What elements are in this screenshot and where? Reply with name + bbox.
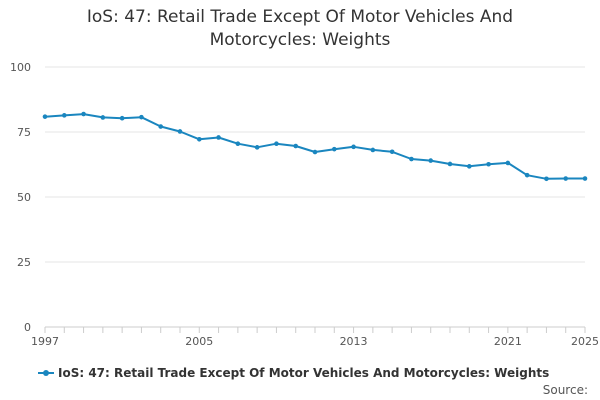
axes: 0 25 50 75 100 1997 2005 2013 2021 2025: [10, 61, 599, 348]
data-point: [81, 111, 86, 117]
data-point: [389, 149, 395, 155]
data-point: [216, 135, 221, 140]
data-point: [563, 176, 569, 181]
data-point: [254, 145, 260, 150]
data-point: [544, 176, 549, 182]
data-point: [235, 141, 241, 146]
data-point: [100, 115, 106, 120]
data-point: [486, 161, 491, 167]
data-point: [409, 156, 414, 162]
data-point: [351, 144, 356, 150]
data-point: [466, 164, 472, 169]
data-point: [274, 141, 279, 146]
source-label: Source:: [542, 383, 588, 397]
series: [42, 111, 588, 182]
data-point: [312, 149, 318, 155]
data-point: [42, 114, 48, 119]
y-tick-label: 0: [24, 321, 31, 334]
legend-marker-icon: [38, 370, 54, 376]
chart-title: IoS: 47: Retail Trade Except Of Motor Ve…: [0, 6, 600, 52]
x-tick-label: 1997: [31, 335, 59, 348]
data-point: [61, 113, 67, 118]
data-point: [196, 136, 202, 142]
legend-label: IoS: 47: Retail Trade Except Of Motor Ve…: [58, 366, 550, 380]
x-tick-label: 2013: [340, 335, 368, 348]
data-point: [177, 129, 183, 134]
data-point: [370, 147, 376, 153]
series-line: [44, 113, 585, 180]
x-tick-label: 2021: [494, 335, 522, 348]
chart-title-line-1: IoS: 47: Retail Trade Except Of Motor Ve…: [86, 7, 514, 27]
data-point: [293, 143, 299, 149]
data-point: [158, 124, 164, 129]
data-point: [505, 160, 511, 166]
x-tick-label: 2025: [571, 335, 599, 348]
legend: IoS: 47: Retail Trade Except Of Motor Ve…: [38, 364, 549, 382]
data-point: [119, 115, 125, 121]
x-tick-label: 2005: [185, 335, 213, 348]
y-tick-label: 75: [17, 126, 31, 139]
chart-title-line-2: Motorcycles: Weights: [209, 30, 391, 50]
data-point: [524, 172, 530, 178]
y-tick-label: 25: [17, 256, 31, 269]
y-tick-label: 100: [10, 61, 31, 74]
data-point: [582, 176, 588, 181]
data-point: [428, 158, 434, 163]
data-point: [139, 114, 144, 120]
data-point: [331, 146, 337, 152]
data-point: [447, 161, 453, 167]
grid: [45, 66, 585, 263]
y-tick-label: 50: [17, 191, 31, 204]
